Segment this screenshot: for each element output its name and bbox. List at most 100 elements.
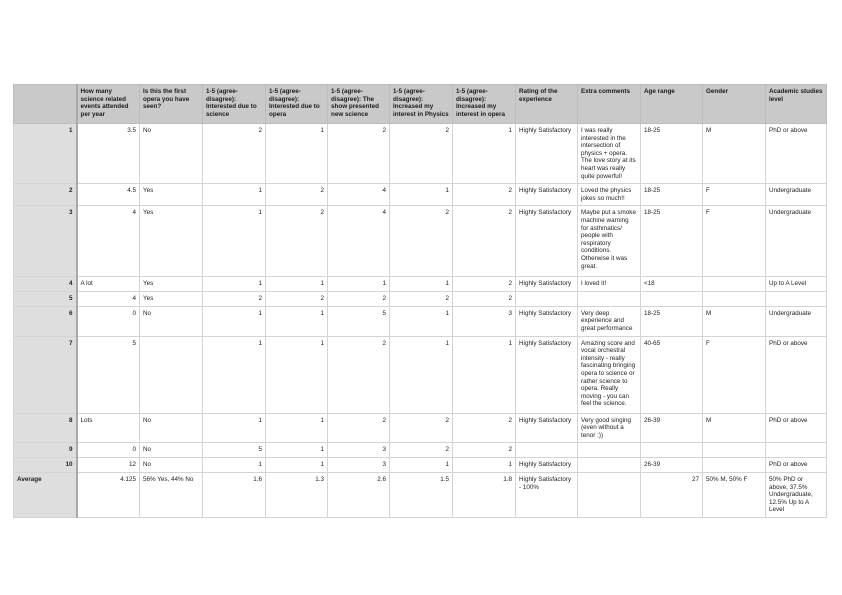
row-header[interactable]: 6 <box>13 305 78 337</box>
table-cell[interactable] <box>577 457 641 473</box>
table-cell[interactable]: 2.6 <box>327 471 390 518</box>
table-cell[interactable]: 1 <box>202 412 266 444</box>
table-cell[interactable]: 2 <box>452 276 516 292</box>
table-cell[interactable]: 1.8 <box>452 471 516 518</box>
table-cell[interactable]: Highly Satisfactory <box>515 457 578 473</box>
table-cell[interactable]: 1 <box>265 122 328 185</box>
table-cell[interactable]: 2 <box>452 412 516 444</box>
table-cell[interactable] <box>702 457 766 473</box>
column-header[interactable]: Age range <box>640 84 703 124</box>
table-cell[interactable]: F <box>702 205 766 278</box>
table-cell[interactable]: 1 <box>202 335 266 414</box>
row-header[interactable]: 4 <box>13 276 78 292</box>
table-cell[interactable]: 26-39 <box>640 457 703 473</box>
table-cell[interactable]: 2 <box>389 442 453 459</box>
table-cell[interactable]: 4 <box>76 290 140 307</box>
row-header[interactable]: 8 <box>13 412 78 444</box>
table-cell[interactable]: 1 <box>265 442 328 459</box>
table-cell[interactable]: 2 <box>389 205 453 278</box>
table-cell[interactable]: PhD or above <box>765 122 827 185</box>
table-cell[interactable]: 1 <box>202 457 266 473</box>
table-cell[interactable]: Amazing score and vocal orchestral inten… <box>577 335 641 414</box>
column-header[interactable]: 1-5 (agree-disagree): The show presented… <box>327 84 390 124</box>
table-cell[interactable]: PhD or above <box>765 335 827 414</box>
table-cell[interactable]: Loved the physics jokes so much!! <box>577 183 641 207</box>
table-cell[interactable]: Undergraduate <box>765 183 827 207</box>
table-cell[interactable]: PhD or above <box>765 412 827 444</box>
table-cell[interactable]: 4 <box>327 183 390 207</box>
table-cell[interactable]: 1 <box>327 276 390 292</box>
table-cell[interactable]: 1 <box>202 183 266 207</box>
table-cell[interactable]: 12 <box>76 457 140 473</box>
row-header[interactable]: 7 <box>13 335 78 414</box>
table-cell[interactable]: 18-25 <box>640 205 703 278</box>
table-cell[interactable]: 2 <box>265 290 328 307</box>
table-cell[interactable]: 2 <box>202 122 266 185</box>
table-cell[interactable]: No <box>139 442 203 459</box>
table-cell[interactable]: 2 <box>327 122 390 185</box>
table-cell[interactable]: 18-25 <box>640 305 703 337</box>
column-header[interactable]: 1-5 (agree-disagree): Interested due to … <box>265 84 328 124</box>
column-header[interactable]: 1-5 (agree-disagree): Interested due to … <box>202 84 266 124</box>
table-cell[interactable]: Highly Satisfactory <box>515 276 578 292</box>
table-cell[interactable] <box>577 290 641 307</box>
table-cell[interactable]: 2 <box>389 290 453 307</box>
table-cell[interactable]: 2 <box>389 412 453 444</box>
table-cell[interactable] <box>640 442 703 459</box>
table-cell[interactable]: 4 <box>327 205 390 278</box>
table-cell[interactable]: 1 <box>265 305 328 337</box>
table-cell[interactable]: Highly Satisfactory - 100% <box>515 471 578 518</box>
table-cell[interactable]: 4.125 <box>76 471 140 518</box>
table-cell[interactable]: 2 <box>452 290 516 307</box>
table-cell[interactable]: 1 <box>265 412 328 444</box>
table-cell[interactable]: M <box>702 305 766 337</box>
table-cell[interactable]: 1.5 <box>389 471 453 518</box>
table-cell[interactable]: Yes <box>139 276 203 292</box>
table-cell[interactable]: 1 <box>389 183 453 207</box>
table-cell[interactable]: 1 <box>265 276 328 292</box>
table-cell[interactable]: M <box>702 122 766 185</box>
table-cell[interactable]: 0 <box>76 305 140 337</box>
table-cell[interactable]: Highly Satisfactory <box>515 205 578 278</box>
table-cell[interactable]: 40-65 <box>640 335 703 414</box>
table-cell[interactable] <box>702 276 766 292</box>
table-cell[interactable]: 1 <box>452 335 516 414</box>
table-cell[interactable]: 18-25 <box>640 122 703 185</box>
table-cell[interactable]: 50% M, 50% F <box>702 471 766 518</box>
table-cell[interactable]: 2 <box>265 205 328 278</box>
table-cell[interactable]: 2 <box>265 183 328 207</box>
table-cell[interactable] <box>515 442 578 459</box>
row-header[interactable]: 1 <box>13 122 78 185</box>
column-header[interactable]: Gender <box>702 84 766 124</box>
table-cell[interactable]: 1 <box>452 122 516 185</box>
table-cell[interactable]: 27 <box>640 471 703 518</box>
table-cell[interactable]: 1 <box>389 276 453 292</box>
row-header[interactable]: Average <box>13 471 78 518</box>
table-cell[interactable]: 3 <box>327 442 390 459</box>
table-cell[interactable]: 1 <box>202 305 266 337</box>
table-cell[interactable]: 3 <box>452 305 516 337</box>
table-cell[interactable]: 26-39 <box>640 412 703 444</box>
corner-cell[interactable] <box>13 84 78 124</box>
table-cell[interactable]: A lot <box>76 276 140 292</box>
table-cell[interactable]: Undergraduate <box>765 205 827 278</box>
table-cell[interactable]: No <box>139 412 203 444</box>
table-cell[interactable]: <18 <box>640 276 703 292</box>
table-cell[interactable]: 5 <box>202 442 266 459</box>
table-cell[interactable]: Maybe put a smoke machine warning for as… <box>577 205 641 278</box>
table-cell[interactable]: 1 <box>202 276 266 292</box>
table-cell[interactable]: 5 <box>76 335 140 414</box>
table-cell[interactable]: Lots <box>76 412 140 444</box>
table-cell[interactable] <box>577 471 641 518</box>
table-cell[interactable]: 1 <box>389 305 453 337</box>
table-cell[interactable]: Very good singing (even without a tenor … <box>577 412 641 444</box>
table-cell[interactable]: F <box>702 335 766 414</box>
table-cell[interactable]: 2 <box>452 183 516 207</box>
table-cell[interactable]: F <box>702 183 766 207</box>
column-header[interactable]: Extra comments <box>577 84 641 124</box>
table-cell[interactable]: Yes <box>139 205 203 278</box>
table-cell[interactable]: 1 <box>202 205 266 278</box>
table-cell[interactable]: 2 <box>202 290 266 307</box>
table-cell[interactable]: Highly Satisfactory <box>515 335 578 414</box>
table-cell[interactable]: 2 <box>452 205 516 278</box>
